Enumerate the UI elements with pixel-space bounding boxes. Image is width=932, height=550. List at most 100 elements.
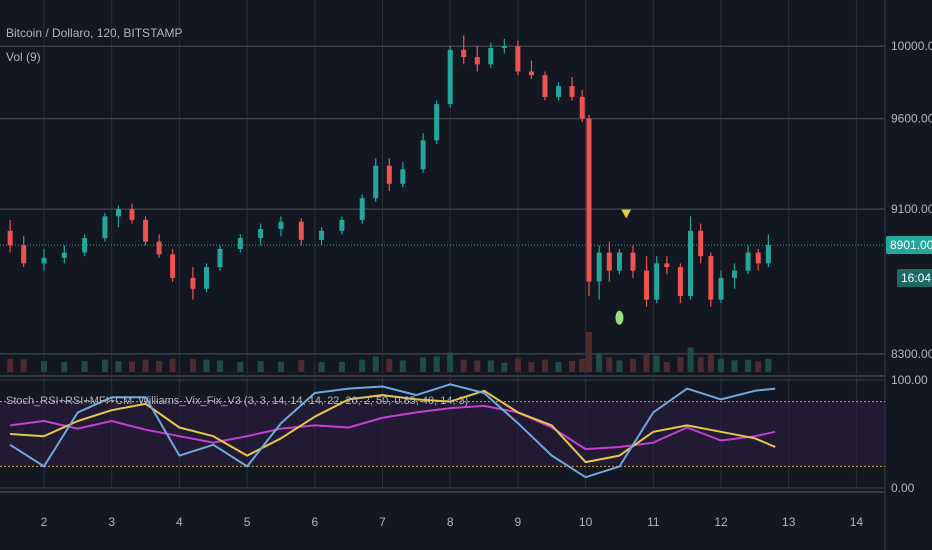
- volume-bar: [61, 362, 68, 372]
- x-tick-label: 3: [108, 515, 115, 529]
- volume-bar: [555, 362, 562, 372]
- volume-bar: [156, 360, 163, 372]
- candle-body: [7, 230, 13, 246]
- bar-countdown: 16:04: [897, 269, 932, 287]
- candle-body: [708, 256, 714, 300]
- volume-bar: [257, 361, 264, 372]
- volume-bar: [189, 358, 196, 372]
- volume-bar: [606, 357, 613, 372]
- oscillator-y-tick-label: 0.00: [891, 481, 915, 495]
- volume-bar: [20, 359, 27, 372]
- y-tick-label: 10000.00: [891, 39, 932, 53]
- candle-body: [420, 140, 426, 170]
- candle-body: [339, 219, 345, 231]
- candle-body: [156, 241, 162, 255]
- volume-bar: [203, 359, 210, 372]
- candle-body: [170, 254, 176, 278]
- signal-markers: [615, 209, 632, 325]
- candle-body: [61, 252, 67, 258]
- candle-body: [630, 252, 636, 271]
- candle-body: [606, 252, 612, 271]
- oscillator-series-line: [9, 383, 776, 479]
- candle-body: [556, 86, 562, 97]
- volume-bar: [755, 361, 762, 372]
- candlestick-series: [7, 35, 771, 307]
- oscillator-title[interactable]: Stoch_RSI+RSI+MFI+CM_Williams_Vix_Fix_V3…: [6, 395, 469, 407]
- oscillator-series-line: [9, 404, 776, 451]
- candle-body: [190, 277, 196, 289]
- candle-body: [21, 245, 27, 264]
- volume-bar: [629, 358, 636, 372]
- axes: 2 3 4 5 6 7 8 9 10 11 12 13 14 10000.00 9600.00 9100.00…: [41, 39, 932, 529]
- x-tick-label: 2: [41, 515, 48, 529]
- symbol-title[interactable]: Bitcoin / Dollaro, 120, BITSTAMP: [6, 26, 183, 40]
- candle-body: [82, 238, 88, 253]
- candle-body: [579, 96, 585, 119]
- volume-bar: [541, 359, 548, 372]
- volume-bar: [616, 360, 623, 372]
- volume-bar: [41, 361, 47, 372]
- candle-body: [461, 49, 467, 58]
- candle-body: [616, 252, 622, 271]
- volume-bar: [7, 358, 14, 372]
- volume-bar: [643, 354, 650, 372]
- oscillator-y-tick-label: 100.00: [891, 373, 928, 387]
- x-tick-label: 13: [782, 515, 796, 529]
- candle-body: [644, 270, 650, 300]
- candle-body: [41, 257, 47, 264]
- candle-body: [654, 263, 660, 300]
- candle-body: [203, 267, 209, 289]
- x-tick-label: 7: [379, 515, 386, 529]
- volume-bars: [7, 332, 772, 372]
- x-tick-label: 14: [850, 515, 864, 529]
- candle-body: [586, 118, 592, 282]
- x-tick-label: 4: [176, 515, 183, 529]
- x-tick-label: 5: [244, 515, 251, 529]
- y-tick-label: 9100.00: [891, 202, 932, 216]
- candle-body: [677, 267, 683, 296]
- candle-body: [542, 75, 548, 97]
- candle-body: [115, 209, 121, 217]
- volume-bar: [399, 360, 406, 372]
- volume-bar: [101, 359, 108, 372]
- candle-body: [515, 46, 521, 72]
- candle-body: [755, 252, 761, 264]
- volume-bar: [731, 360, 738, 372]
- volume-bar: [765, 358, 772, 372]
- volume-bar: [707, 354, 714, 372]
- candle-body: [143, 219, 149, 242]
- volume-bar: [81, 361, 88, 372]
- oscillator-series-line: [10, 389, 776, 464]
- volume-bar: [745, 359, 752, 372]
- volume-bar: [460, 359, 467, 372]
- volume-indicator-label[interactable]: Vol (9): [6, 50, 41, 64]
- x-tick-label: 11: [647, 515, 660, 529]
- volume-bar: [318, 362, 325, 372]
- candle-body: [664, 263, 670, 268]
- volume-bar: [596, 354, 603, 372]
- candle-body: [745, 252, 751, 271]
- x-tick-label: 9: [515, 515, 522, 529]
- candle-body: [688, 230, 694, 296]
- volume-bar: [298, 360, 305, 372]
- candle-body: [258, 229, 264, 239]
- volume-bar: [433, 356, 440, 372]
- candle-body: [278, 221, 284, 230]
- candle-body: [386, 165, 392, 184]
- candle-body: [434, 104, 440, 141]
- volume-bar: [277, 361, 284, 372]
- candle-body: [129, 209, 135, 220]
- oscillator-band: [0, 401, 885, 467]
- volume-bar: [420, 357, 427, 372]
- volume-bar: [687, 347, 694, 372]
- volume-bar: [697, 357, 704, 372]
- candle-body: [765, 245, 771, 264]
- candle-body: [400, 169, 406, 184]
- volume-bar: [142, 359, 149, 372]
- signal-dot-icon: [615, 310, 624, 325]
- x-tick-label: 6: [311, 515, 318, 529]
- volume-bar: [217, 360, 224, 372]
- candle-body: [698, 230, 704, 257]
- y-tick-label: 8300.00: [891, 347, 932, 361]
